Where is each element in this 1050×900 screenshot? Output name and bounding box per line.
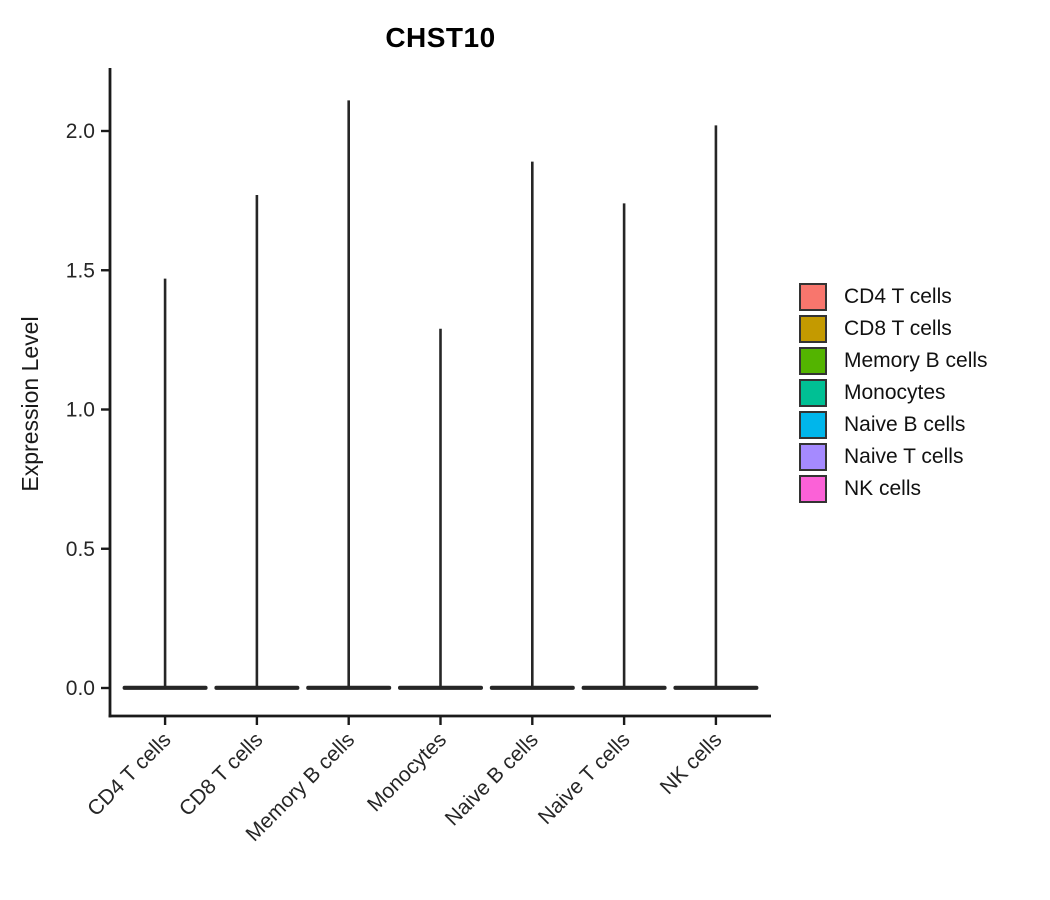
y-tick-label: 0.0 bbox=[66, 677, 95, 700]
chart-title: CHST10 bbox=[385, 22, 496, 53]
legend-color-swatch bbox=[799, 315, 827, 343]
legend-color-swatch bbox=[799, 411, 827, 439]
violin-naive-b-cells bbox=[489, 161, 575, 690]
legend-item: Naive B cells bbox=[799, 411, 988, 439]
violin-base bbox=[489, 685, 575, 690]
legend-color-swatch bbox=[799, 443, 827, 471]
violin-base bbox=[214, 685, 300, 690]
legend-item-label: Monocytes bbox=[844, 381, 946, 404]
x-axis-category-label: CD4 T cells bbox=[83, 728, 175, 820]
x-axis-category-label: NK cells bbox=[656, 728, 727, 799]
legend-item-label: CD4 T cells bbox=[844, 285, 952, 308]
x-axis-category-label: Monocytes bbox=[363, 728, 451, 816]
violin-memory-b-cells bbox=[306, 100, 392, 690]
legend-item: NK cells bbox=[799, 475, 988, 503]
x-axis-category-label: Naive T cells bbox=[534, 728, 635, 829]
legend-item: Naive T cells bbox=[799, 443, 988, 471]
legend-item-label: Naive B cells bbox=[844, 413, 966, 436]
x-axis-category-label: CD8 T cells bbox=[175, 728, 267, 820]
legend: CD4 T cells CD8 T cells Memory B cells Mono… bbox=[799, 283, 988, 507]
violin-base bbox=[122, 685, 208, 690]
legend-color-swatch bbox=[799, 283, 827, 311]
violin-base bbox=[306, 685, 392, 690]
y-tick-label: 2.0 bbox=[66, 120, 95, 143]
y-tick-label: 1.0 bbox=[66, 399, 95, 422]
legend-item-label: Naive T cells bbox=[844, 445, 964, 468]
legend-item: CD8 T cells bbox=[799, 315, 988, 343]
legend-item-label: CD8 T cells bbox=[844, 317, 952, 340]
legend-item-label: NK cells bbox=[844, 477, 922, 500]
violin-base bbox=[673, 685, 759, 690]
violin-naive-t-cells bbox=[581, 203, 667, 690]
legend-color-swatch bbox=[799, 347, 827, 375]
legend-color-swatch bbox=[799, 475, 827, 503]
violin-base bbox=[398, 685, 483, 690]
legend-item: Memory B cells bbox=[799, 347, 988, 375]
y-tick-label: 1.5 bbox=[66, 259, 95, 282]
x-axis-category-label: Naive B cells bbox=[441, 728, 543, 830]
legend-item: Monocytes bbox=[799, 379, 988, 407]
violin-base bbox=[581, 685, 667, 690]
violin-cd4-t-cells bbox=[122, 278, 208, 690]
legend-item-label: Memory B cells bbox=[844, 349, 988, 372]
violin-monocytes bbox=[398, 328, 483, 690]
legend-item: CD4 T cells bbox=[799, 283, 988, 311]
violin-nk-cells bbox=[673, 125, 759, 690]
legend-color-swatch bbox=[799, 379, 827, 407]
y-tick-label: 0.5 bbox=[66, 538, 95, 561]
violin-cd8-t-cells bbox=[214, 195, 300, 690]
